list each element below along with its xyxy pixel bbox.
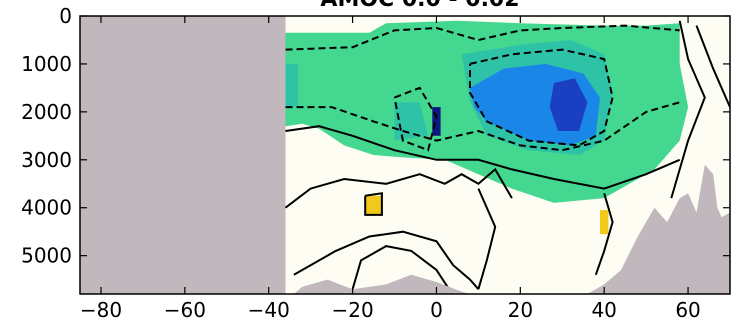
solid-contour xyxy=(695,25,730,108)
filled-region-yellow xyxy=(600,210,609,235)
x-tick-label: 0 xyxy=(430,298,443,322)
y-tick-label: 0 xyxy=(59,4,72,28)
solid-contour xyxy=(293,230,480,290)
x-tick-label: 60 xyxy=(675,298,700,322)
bathymetry-mid xyxy=(293,274,470,294)
solid-contour xyxy=(285,125,681,190)
x-tick-label: −20 xyxy=(331,298,373,322)
x-tick-label: −60 xyxy=(164,298,206,322)
x-axis: −80 −60 −40 −20 0 20 40 60 xyxy=(80,16,701,322)
solid-contour xyxy=(477,188,497,290)
x-tick-label: 20 xyxy=(508,298,533,322)
solid-contour xyxy=(594,193,614,276)
y-tick-label: 5000 xyxy=(21,244,72,268)
dashed-contour xyxy=(285,24,680,51)
filled-region-yellow xyxy=(365,195,382,215)
solid-contour xyxy=(284,167,513,209)
x-tick-label: 40 xyxy=(591,298,616,322)
land-mask xyxy=(80,16,286,294)
filled-region-dark_blue xyxy=(549,78,588,131)
solid-contour xyxy=(670,20,706,199)
bathymetry-right xyxy=(587,164,730,294)
y-tick-label: 3000 xyxy=(21,148,72,172)
y-tick-label: 4000 xyxy=(21,196,72,220)
plot-area xyxy=(80,16,730,294)
solid-contour xyxy=(351,245,450,290)
y-tick-label: 1000 xyxy=(21,52,72,76)
dashed-contour xyxy=(285,101,680,152)
dashed-contour xyxy=(469,48,614,147)
x-tick-label: −80 xyxy=(80,298,122,322)
plot-frame xyxy=(79,15,731,295)
y-tick-label: 2000 xyxy=(21,100,72,124)
dashed-contour xyxy=(393,86,438,152)
chart-title: AMOC 0.0 - 0.02 xyxy=(320,0,519,12)
filled-region-teal xyxy=(285,63,299,108)
x-tick-label: −40 xyxy=(248,298,290,322)
y-axis: 0 1000 2000 3000 4000 5000 xyxy=(21,4,730,268)
filled-region-navy xyxy=(432,107,441,136)
solid-contour xyxy=(364,192,383,216)
